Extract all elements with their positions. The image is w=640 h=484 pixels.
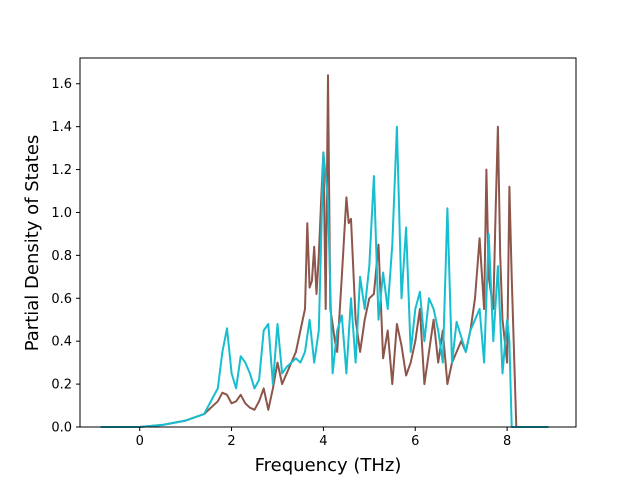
- x-tick-label: 6: [411, 434, 419, 449]
- y-tick-label: 1.4: [51, 120, 72, 135]
- y-tick-label: 0.0: [51, 421, 72, 436]
- y-tick-label: 0.8: [51, 249, 72, 264]
- series-line-2: [100, 125, 549, 428]
- y-tick-label: 0.4: [51, 335, 72, 350]
- x-tick-label: 4: [319, 434, 327, 449]
- x-axis-ticks: 0 2 4 6 8: [136, 427, 511, 449]
- y-tick-label: 1.0: [51, 206, 72, 221]
- series-line-1: [100, 74, 549, 428]
- x-tick-label: 2: [227, 434, 235, 449]
- y-tick-label: 1.2: [51, 163, 72, 178]
- y-tick-label: 0.2: [51, 378, 72, 393]
- y-axis-label: Partial Density of States: [22, 135, 43, 352]
- y-tick-label: 0.6: [51, 292, 72, 307]
- y-tick-label: 1.6: [51, 77, 72, 92]
- plot-frame: [79, 57, 577, 428]
- series-layer: [100, 74, 549, 428]
- x-tick-label: 0: [136, 434, 144, 449]
- x-tick-label: 8: [503, 434, 511, 449]
- x-axis-label: Frequency (THz): [255, 455, 402, 476]
- y-axis-ticks: 0.0 0.2 0.4 0.6 0.8 1.0 1.2 1.4 1.6: [51, 77, 80, 436]
